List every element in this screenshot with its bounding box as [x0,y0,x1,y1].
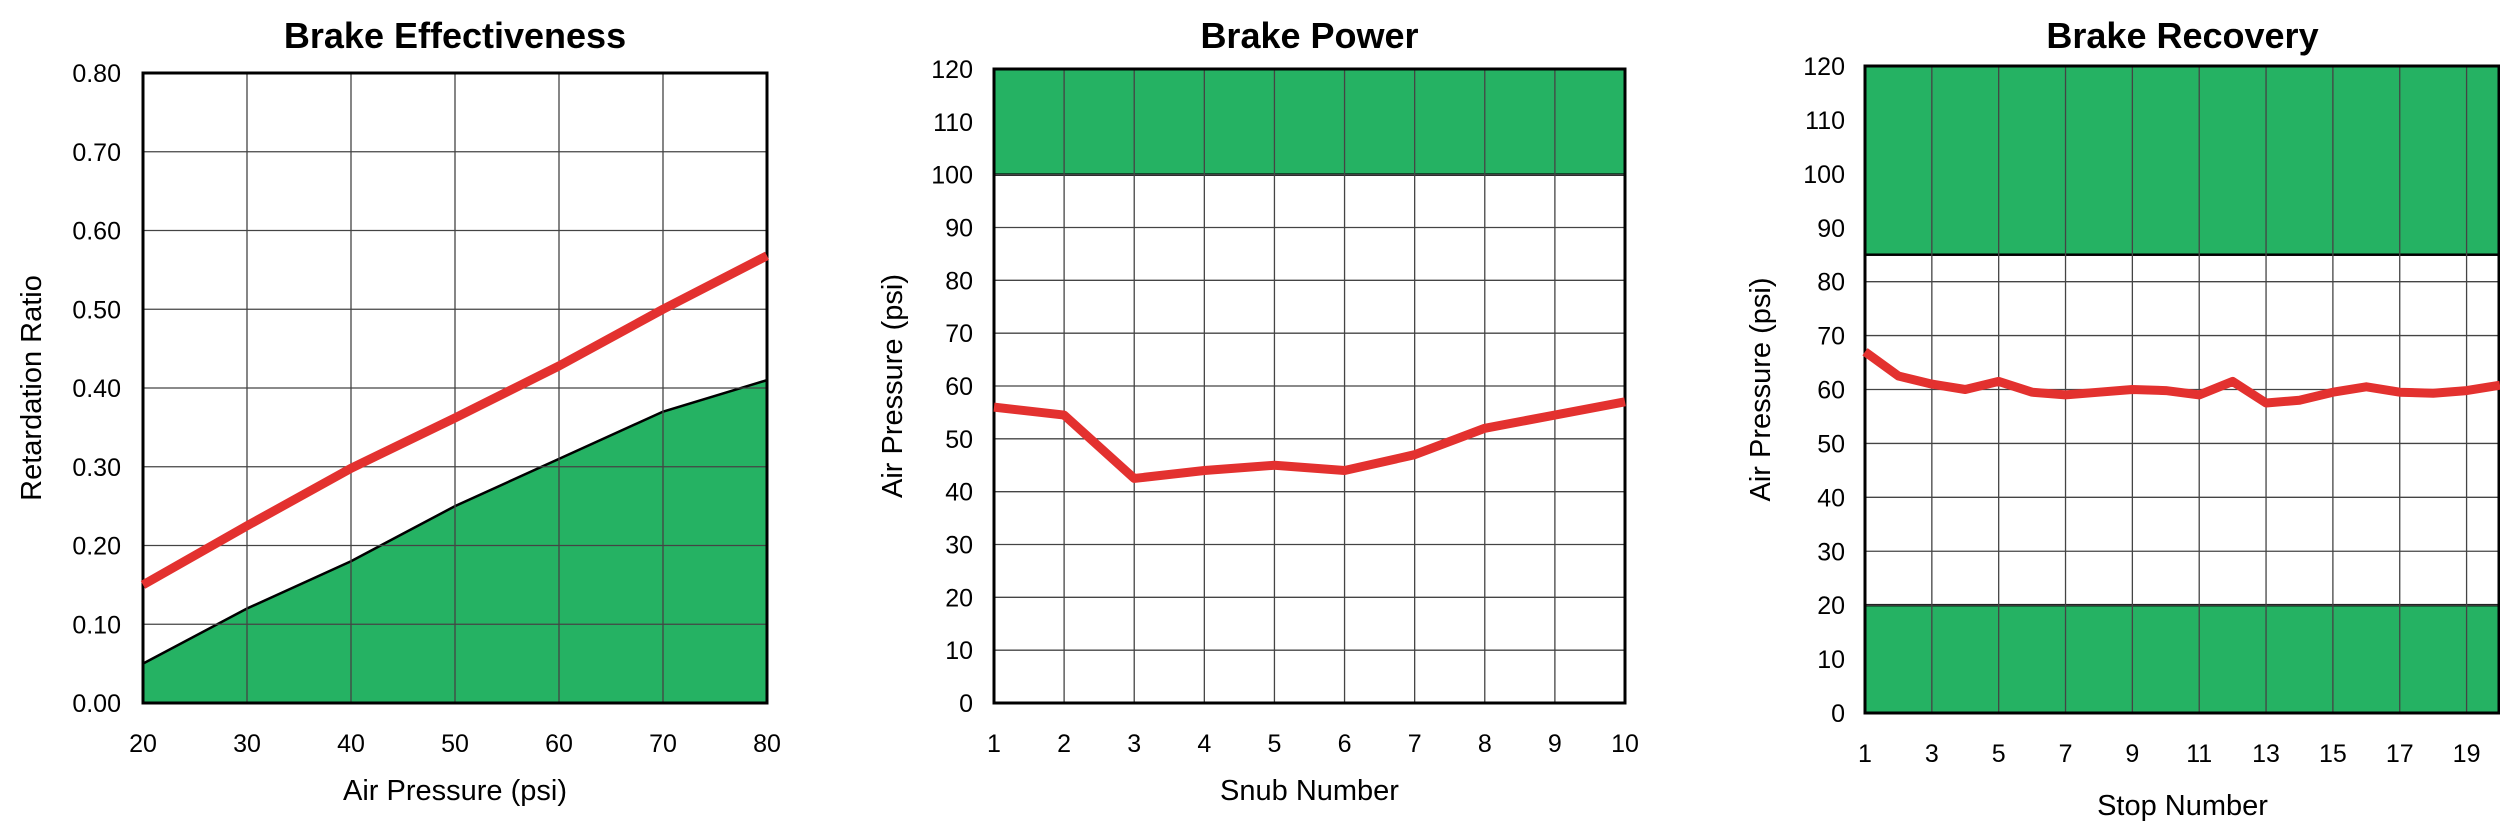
x-axis-label: Air Pressure (psi) [343,775,567,807]
y-tick-label: 0.30 [72,454,121,482]
y-tick-label: 0.20 [72,533,121,561]
x-tick-label: 13 [2252,740,2280,768]
y-tick-label: 0.80 [72,60,121,88]
y-axis-label: Retardation Ratio [16,275,48,501]
x-axis-label: Snub Number [1220,775,1399,807]
x-tick-label: 60 [545,730,573,758]
y-tick-label: 0.60 [72,218,121,246]
plot-frame [141,71,769,705]
x-tick-label: 10 [1611,730,1639,758]
y-tick-label: 40 [1817,484,1845,512]
chart-title: Brake Effectiveness [284,15,626,56]
x-tick-label: 9 [2125,740,2139,768]
y-tick-label: 20 [945,584,973,612]
y-tick-label: 100 [1803,161,1845,189]
x-tick-label: 17 [2386,740,2414,768]
x-tick-label: 5 [1992,740,2006,768]
y-tick-label: 0.40 [72,375,121,403]
y-tick-label: 70 [1817,323,1845,351]
y-tick-label: 0 [1831,700,1845,728]
y-tick-label: 60 [1817,377,1845,405]
data-line [140,251,770,589]
y-tick-label: 0 [959,690,973,718]
plot-frame [992,67,1627,705]
y-axis-label: Air Pressure (psi) [1745,278,1777,502]
data-line [1862,348,2500,408]
x-tick-label: 80 [753,730,781,758]
y-tick-label: 0.70 [72,139,121,167]
y-tick-label: 50 [945,426,973,454]
y-tick-label: 30 [1817,538,1845,566]
threshold-band [1863,64,2500,256]
x-tick-label: 50 [441,730,469,758]
y-tick-label: 10 [945,637,973,665]
data-line [993,397,1626,483]
y-tick-label: 10 [1817,646,1845,674]
y-tick-label: 120 [1803,53,1845,81]
y-tick-label: 80 [945,267,973,295]
y-tick-label: 120 [931,56,973,84]
y-tick-label: 60 [945,373,973,401]
x-tick-label: 7 [1408,730,1422,758]
x-tick-label: 40 [337,730,365,758]
y-tick-label: 80 [1817,269,1845,297]
y-tick-label: 0.50 [72,296,121,324]
x-tick-label: 3 [1127,730,1141,758]
x-tick-label: 3 [1925,740,1939,768]
y-tick-label: 0.10 [72,611,121,639]
x-tick-label: 15 [2319,740,2347,768]
x-tick-label: 19 [2453,740,2481,768]
x-tick-label: 4 [1197,730,1211,758]
x-tick-label: 1 [1858,740,1872,768]
y-tick-label: 110 [933,109,973,137]
x-tick-label: 6 [1338,730,1352,758]
y-tick-label: 50 [1817,430,1845,458]
y-tick-label: 0.00 [72,690,121,718]
x-tick-label: 20 [129,730,157,758]
x-tick-label: 9 [1548,730,1562,758]
x-tick-label: 5 [1267,730,1281,758]
x-tick-label: 30 [233,730,261,758]
threshold-band [992,67,1627,176]
x-axis-label: Stop Number [2097,790,2268,822]
y-tick-label: 90 [1817,215,1845,243]
y-tick-label: 110 [1805,107,1845,135]
y-axis-label: Air Pressure (psi) [877,274,909,498]
y-tick-label: 40 [945,479,973,507]
x-tick-label: 70 [649,730,677,758]
x-tick-label: 8 [1478,730,1492,758]
y-tick-label: 90 [945,215,973,243]
chart-title: Brake Power [1200,15,1418,56]
chart-title: Brake Recovery [2046,15,2318,56]
y-tick-label: 30 [945,532,973,560]
x-tick-label: 1 [987,730,1001,758]
y-tick-label: 100 [931,162,973,190]
x-tick-label: 2 [1057,730,1071,758]
y-tick-label: 70 [945,320,973,348]
y-tick-label: 20 [1817,592,1845,620]
x-tick-label: 7 [2059,740,2073,768]
x-tick-label: 11 [2186,740,2212,768]
threshold-band [1863,603,2500,715]
